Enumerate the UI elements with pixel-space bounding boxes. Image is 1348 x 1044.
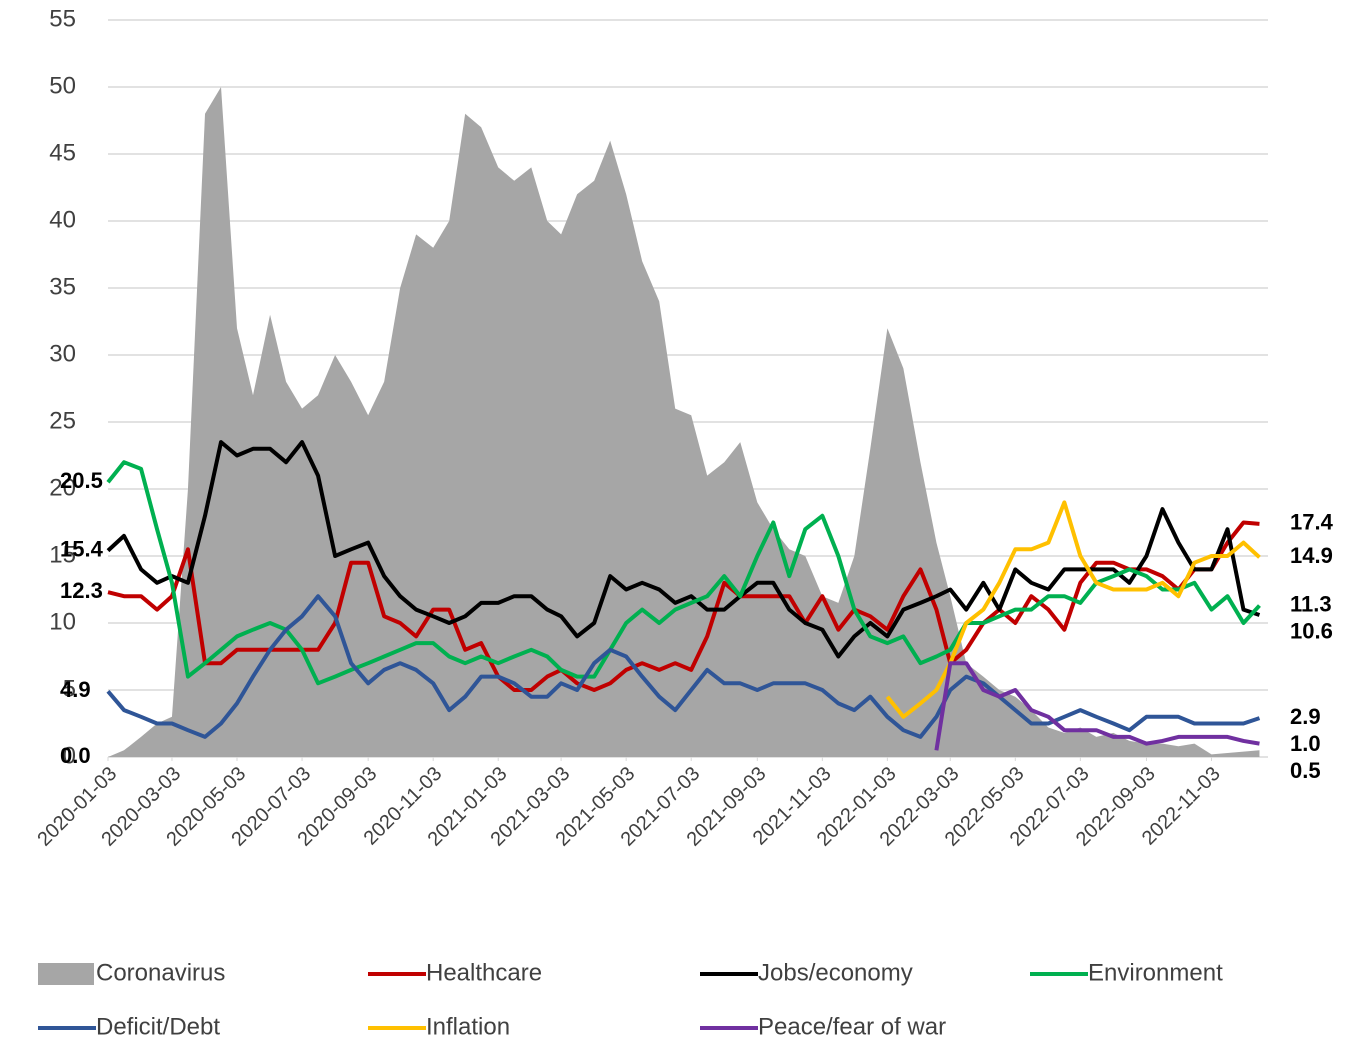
line (106, 594, 1261, 739)
legend-swatch (38, 963, 94, 985)
y-tick-label: 55 (49, 5, 76, 32)
y-tick-label: 10 (49, 608, 76, 635)
data-label: 4.9 (60, 677, 91, 702)
legend-label: Healthcare (426, 959, 542, 986)
line (106, 440, 1261, 659)
legend-item: Coronavirus (38, 959, 225, 986)
y-tick-label: 25 (49, 407, 76, 434)
line (107, 520, 1260, 692)
data-label: 11.3 (1290, 591, 1332, 616)
data-label: 0.0 (60, 743, 91, 768)
line (934, 661, 1260, 751)
data-label: 14.9 (1290, 543, 1333, 568)
legend-item: Peace/fear of war (700, 1013, 946, 1040)
legend-label: Coronavirus (96, 959, 225, 986)
data-label: 2.9 (1290, 704, 1321, 729)
data-label: 12.3 (60, 578, 103, 603)
legend-item: Jobs/economy (700, 959, 913, 986)
y-tick-label: 45 (49, 139, 76, 166)
legend-label: Environment (1088, 959, 1223, 986)
data-label: 1.0 (1290, 731, 1321, 756)
legend-item: Environment (1030, 959, 1223, 986)
y-tick-label: 5 (63, 675, 76, 702)
legend-item: Inflation (368, 1013, 510, 1040)
y-tick-label: 0 (63, 742, 76, 769)
y-tick-label: 20 (49, 474, 76, 501)
y-tick-label: 30 (49, 340, 76, 367)
y-tick-label: 35 (49, 273, 76, 300)
y-tick-label: 15 (49, 541, 76, 568)
data-label: 0.5 (1290, 758, 1321, 783)
data-label: 17.4 (1290, 510, 1334, 535)
line (106, 460, 1261, 686)
legend-item: Deficit/Debt (38, 1013, 220, 1040)
data-label: 20.5 (60, 468, 103, 493)
legend-label: Inflation (426, 1013, 510, 1040)
y-tick-label: 40 (49, 206, 76, 233)
data-label: 10.6 (1290, 618, 1333, 643)
legend-label: Deficit/Debt (96, 1013, 220, 1040)
y-tick-label: 50 (49, 72, 76, 99)
legend-label: Peace/fear of war (758, 1013, 946, 1040)
legend-label: Jobs/economy (758, 959, 913, 986)
legend-item: Healthcare (368, 959, 542, 986)
data-label: 15.4 (60, 536, 104, 561)
